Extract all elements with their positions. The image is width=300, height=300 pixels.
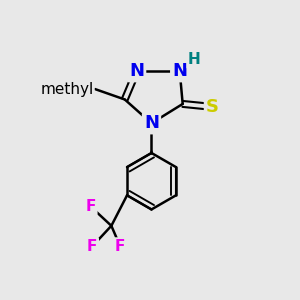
Text: F: F <box>115 239 125 254</box>
Text: H: H <box>188 52 200 68</box>
Text: S: S <box>206 98 219 116</box>
Text: N: N <box>172 62 187 80</box>
Text: N: N <box>144 114 159 132</box>
Text: F: F <box>85 199 96 214</box>
Text: F: F <box>87 239 97 254</box>
Text: methyl: methyl <box>40 82 94 97</box>
Text: N: N <box>129 62 144 80</box>
